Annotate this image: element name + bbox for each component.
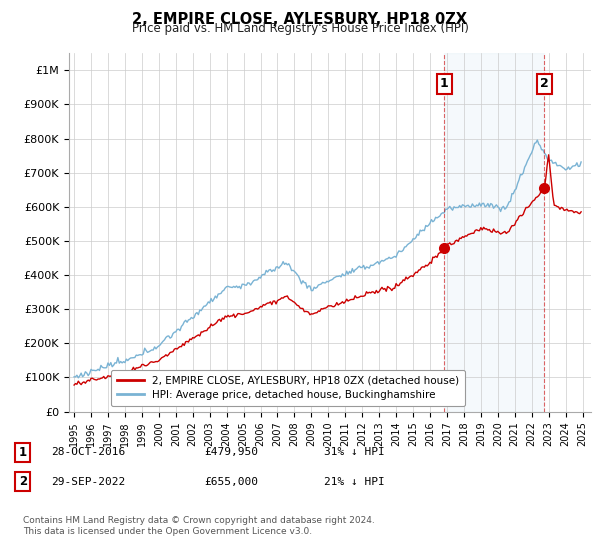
Legend: 2, EMPIRE CLOSE, AYLESBURY, HP18 0ZX (detached house), HPI: Average price, detac: 2, EMPIRE CLOSE, AYLESBURY, HP18 0ZX (de… bbox=[111, 370, 465, 407]
Text: 2, EMPIRE CLOSE, AYLESBURY, HP18 0ZX: 2, EMPIRE CLOSE, AYLESBURY, HP18 0ZX bbox=[133, 12, 467, 27]
Text: 31% ↓ HPI: 31% ↓ HPI bbox=[324, 447, 385, 458]
Text: Contains HM Land Registry data © Crown copyright and database right 2024.
This d: Contains HM Land Registry data © Crown c… bbox=[23, 516, 374, 536]
Text: 1: 1 bbox=[440, 77, 448, 90]
Text: £479,950: £479,950 bbox=[204, 447, 258, 458]
Text: Price paid vs. HM Land Registry's House Price Index (HPI): Price paid vs. HM Land Registry's House … bbox=[131, 22, 469, 35]
Text: 21% ↓ HPI: 21% ↓ HPI bbox=[324, 477, 385, 487]
Text: 2: 2 bbox=[19, 475, 27, 488]
Text: 29-SEP-2022: 29-SEP-2022 bbox=[51, 477, 125, 487]
Bar bbox=[444, 53, 544, 412]
Text: 28-OCT-2016: 28-OCT-2016 bbox=[51, 447, 125, 458]
Text: 1: 1 bbox=[19, 446, 27, 459]
Text: £655,000: £655,000 bbox=[204, 477, 258, 487]
Text: 2: 2 bbox=[540, 77, 549, 90]
